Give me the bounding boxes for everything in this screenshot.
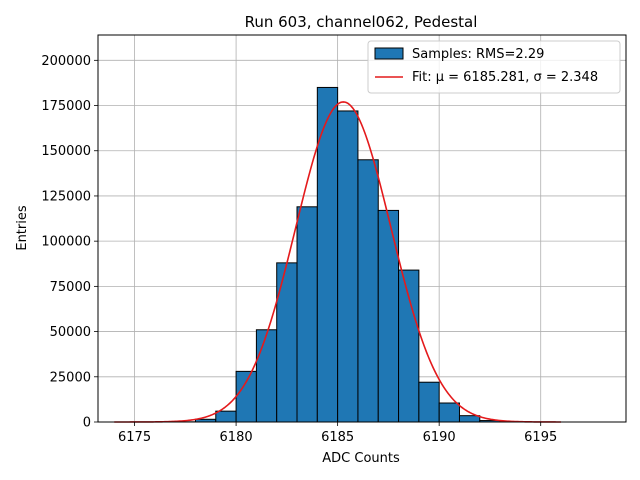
legend-histogram-swatch [374, 47, 404, 60]
histogram-bar [296, 206, 318, 423]
x-axis-label: ADC Counts [322, 451, 400, 466]
chart-title: Run 603, channel062, Pedestal [245, 13, 478, 31]
y-tick-label: 0 [83, 416, 91, 431]
legend-histogram-label: Samples: RMS=2.29 [412, 47, 544, 62]
legend-box [367, 40, 621, 94]
y-tick-label: 100000 [41, 235, 91, 250]
legend: Samples: RMS=2.29 Fit: μ = 6185.281, σ =… [367, 40, 621, 94]
x-tick-label: 6175 [118, 430, 151, 445]
plot-frame [97, 34, 627, 423]
histogram-bar [398, 269, 420, 423]
x-tick-label: 6195 [524, 430, 557, 445]
gaussian-fit-curve [114, 101, 562, 423]
y-axis-ticks: 0 25000 50000 75000 100000 125000 150000 175000… [41, 54, 98, 431]
x-tick-label: 6180 [220, 430, 253, 445]
histogram-bar [276, 262, 298, 423]
histogram-bar [377, 209, 400, 423]
histogram-bar [337, 110, 359, 423]
y-tick-label: 200000 [41, 54, 91, 69]
y-tick-label: 50000 [50, 325, 91, 340]
y-tick-label: 175000 [41, 99, 91, 114]
y-tick-label: 150000 [41, 144, 91, 159]
y-axis-label: Entries [15, 205, 30, 251]
y-tick-label: 75000 [50, 280, 91, 295]
histogram-bars [174, 86, 521, 423]
histogram-bar [255, 329, 278, 423]
x-tick-label: 6185 [321, 430, 354, 445]
legend-fit-label: Fit: μ = 6185.281, σ = 2.348 [412, 70, 598, 85]
x-tick-label: 6190 [423, 430, 456, 445]
x-axis-ticks: 6175 6180 6185 6190 6195 [118, 422, 557, 445]
histogram-bar [357, 159, 379, 423]
histogram-bar [215, 410, 237, 423]
y-tick-label: 125000 [41, 189, 91, 204]
histogram-bar [458, 415, 481, 423]
y-tick-label: 25000 [50, 370, 91, 385]
histogram-bar [235, 370, 257, 423]
histogram-bar [438, 402, 460, 423]
histogram-bar [418, 381, 440, 423]
